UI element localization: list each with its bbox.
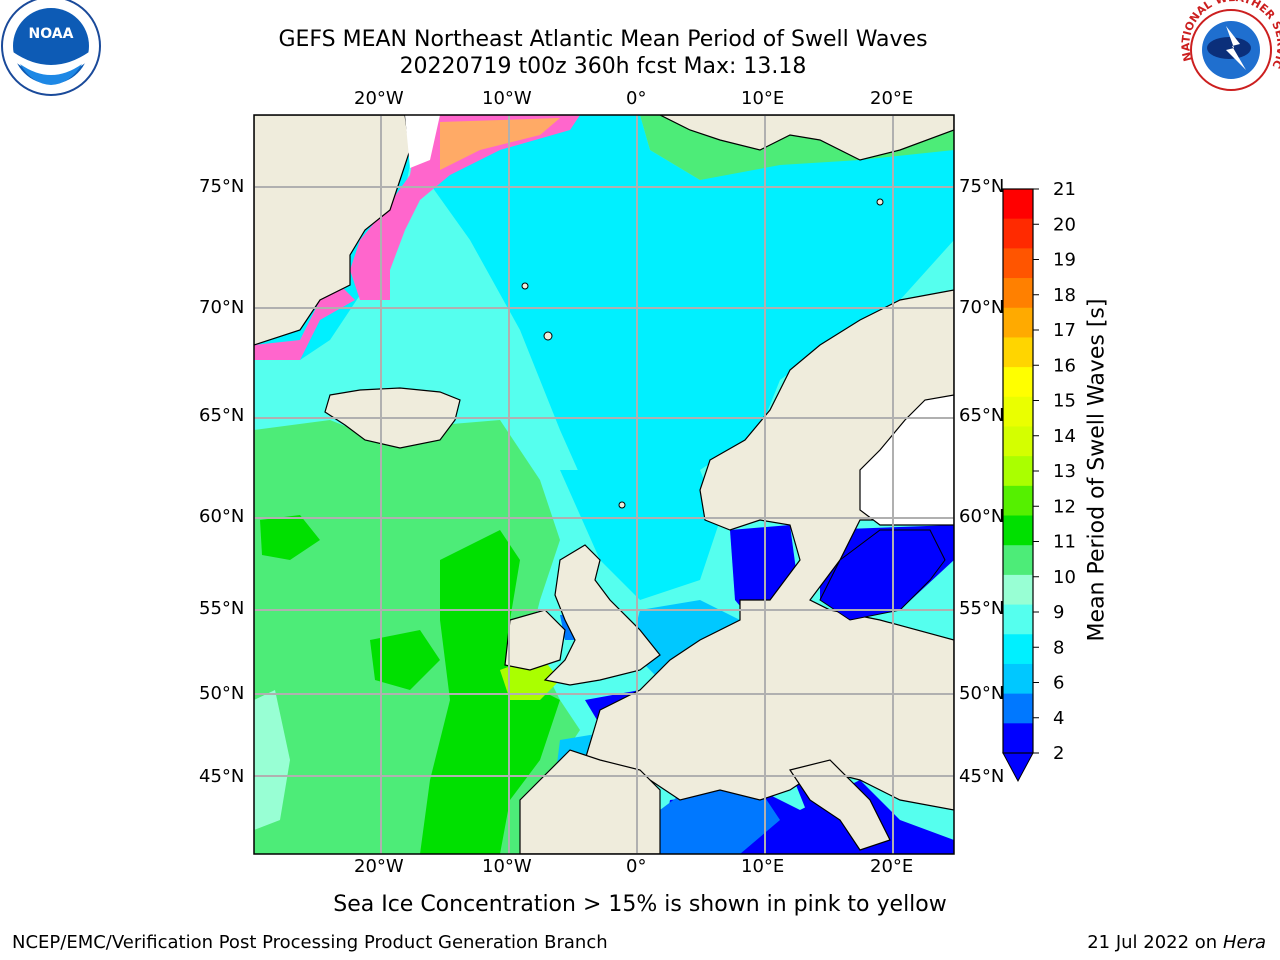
lat-label-left: 60°N (199, 506, 245, 527)
colorbar-tick-label: 17 (1053, 320, 1076, 341)
colorbar-tick-label: 21 (1053, 179, 1076, 200)
colorbar-segment (1003, 456, 1033, 487)
lon-label-bottom: 20°W (354, 856, 404, 877)
lon-label-bottom: 0° (626, 856, 647, 877)
colorbar-title: Mean Period of Swell Waves [s] (1084, 298, 1110, 642)
lon-label-top: 20°W (354, 88, 404, 109)
colorbar-tick-label: 11 (1053, 532, 1076, 553)
colorbar-tick-label: 13 (1053, 461, 1076, 482)
lat-label-left: 75°N (199, 176, 245, 197)
lat-label-right: 60°N (959, 506, 1005, 527)
colorbar-tick-label: 18 (1053, 285, 1076, 306)
lon-label-bottom: 20°E (870, 856, 914, 877)
colorbar-tick-label: 4 (1053, 708, 1064, 729)
lon-label-top: 0° (626, 88, 647, 109)
colorbar: 21 20 19 18 17 16 15 14 13 12 11 10 9 8 6 4 2 (1002, 179, 1076, 783)
lat-label-right: 45°N (959, 766, 1005, 787)
lon-label-top: 20°E (870, 88, 914, 109)
lat-label-left: 50°N (199, 683, 245, 704)
colorbar-segment (1003, 367, 1033, 398)
noaa-logo: NOAA (1, 0, 101, 96)
colorbar-segment (1003, 634, 1033, 665)
lat-label-left: 45°N (199, 766, 245, 787)
chart-subtitle: 20220719 t00z 360h fcst Max: 13.18 (399, 54, 807, 79)
colorbar-segment (1003, 426, 1033, 457)
colorbar-segment (1003, 485, 1033, 517)
swell-period-map (253, 114, 955, 855)
colorbar-segment (1003, 545, 1033, 576)
lon-label-top: 10°W (482, 88, 532, 109)
colorbar-segment (1003, 574, 1033, 606)
colorbar-tick-label: 9 (1053, 602, 1064, 623)
colorbar-segment (1003, 515, 1033, 546)
lat-label-left: 55°N (199, 598, 245, 619)
graticule (254, 115, 954, 854)
colorbar-tick-label: 8 (1053, 637, 1064, 658)
colorbar-segment (1003, 604, 1033, 635)
lat-label-right: 65°N (959, 405, 1005, 426)
colorbar-segment (1003, 218, 1033, 249)
colorbar-tick-label: 6 (1053, 673, 1064, 694)
colorbar-tick-label: 19 (1053, 250, 1076, 271)
map-frame (253, 114, 955, 855)
colorbar-segment (1003, 307, 1033, 338)
lat-label-right: 50°N (959, 683, 1005, 704)
colorbar-segment (1003, 189, 1033, 220)
colorbar-segment (1003, 693, 1033, 724)
colorbar-segment (1003, 663, 1033, 695)
colorbar-tick-label: 15 (1053, 391, 1076, 412)
chart-title: GEFS MEAN Northeast Atlantic Mean Period… (278, 27, 928, 52)
lat-label-right: 70°N (959, 297, 1005, 318)
footer-host: Hera (1222, 932, 1266, 953)
lon-label-bottom: 10°W (482, 856, 532, 877)
noaa-logo-text: NOAA (29, 26, 74, 42)
lat-label-right: 75°N (959, 176, 1005, 197)
colorbar-tick-label: 14 (1053, 426, 1076, 447)
lat-label-left: 70°N (199, 297, 245, 318)
lon-label-bottom: 10°E (741, 856, 785, 877)
colorbar-tick-label: 10 (1053, 567, 1076, 588)
colorbar-tick-label: 16 (1053, 355, 1076, 376)
lat-label-left: 65°N (199, 405, 245, 426)
footer-date-text: 21 Jul 2022 on (1087, 932, 1223, 953)
footer-date: 21 Jul 2022 on Hera (1087, 933, 1266, 953)
sea-ice-caption: Sea Ice Concentration > 15% is shown in … (333, 892, 947, 917)
footer-credit: NCEP/EMC/Verification Post Processing Pr… (12, 932, 608, 953)
colorbar-segment (1003, 278, 1033, 309)
colorbar-segment (1003, 396, 1033, 427)
lon-label-top: 10°E (741, 88, 785, 109)
colorbar-tick-label: 20 (1053, 214, 1076, 235)
colorbar-tick-label: 2 (1053, 743, 1064, 764)
colorbar-tick-label: 12 (1053, 496, 1076, 517)
lat-label-right: 55°N (959, 598, 1005, 619)
colorbar-segment (1003, 723, 1033, 754)
colorbar-segment (1003, 337, 1033, 368)
colorbar-segment (1003, 248, 1033, 279)
